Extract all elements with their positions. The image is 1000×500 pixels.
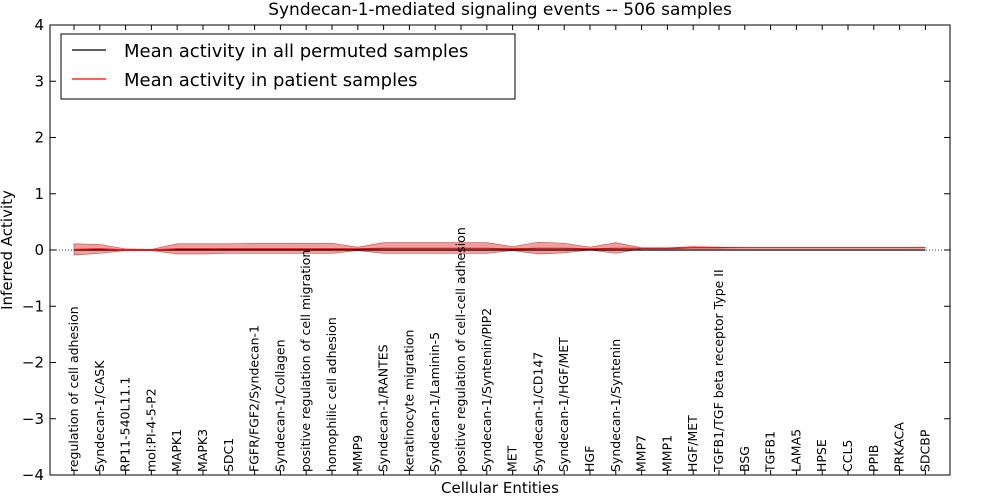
y-axis: −4 −3 −2 −1 0 1 2 3 4 (22, 16, 950, 484)
x-tick-label: MMP9 (350, 435, 365, 472)
x-tick-label: positive regulation of cell-cell adhesio… (453, 227, 468, 472)
x-tick-label: Syndecan-1/Collagen (272, 339, 287, 472)
x-tick-label: MAPK1 (169, 429, 184, 472)
x-tick-label: MMP1 (659, 435, 674, 472)
series-line-patient (73, 247, 926, 251)
x-tick-label: MAPK3 (195, 429, 210, 472)
y-tick-label: −2 (22, 354, 44, 372)
y-tick-label: 1 (34, 185, 44, 203)
y-tick-label: 4 (34, 16, 44, 34)
x-tick-label: PRKACA (892, 422, 907, 472)
x-tick-label: SDC1 (221, 438, 236, 472)
x-tick-label: PPIB (866, 445, 881, 472)
y-tick-label: −3 (22, 410, 44, 428)
x-tick-label: Syndecan-1/HGF/MET (556, 337, 571, 472)
x-tick-label: HGF (582, 446, 597, 472)
x-tick-label: homophilic cell adhesion (324, 317, 339, 472)
y-tick-label: 3 (34, 72, 44, 90)
x-tick-label: FGFR/FGF2/Syndecan-1 (247, 325, 262, 472)
x-tick-label: Syndecan-1/CD147 (530, 352, 545, 472)
chart-title: Syndecan-1-mediated signaling events -- … (268, 0, 732, 20)
x-tick-label: CCL5 (840, 440, 855, 472)
x-tick-label: MMP7 (634, 435, 649, 472)
x-tick-label: SDCBP (917, 429, 932, 472)
y-tick-label: 0 (34, 241, 44, 259)
y-tick-label: −1 (22, 297, 44, 315)
x-tick-label: MET (505, 445, 520, 472)
x-tick-label: TGFB1/TGF beta receptor Type II (711, 269, 726, 473)
x-tick-label: HGF/MET (685, 415, 700, 472)
y-axis-label: Inferred Activity (0, 190, 16, 310)
y-tick-label: 2 (34, 129, 44, 147)
x-tick-label: Syndecan-1/Laminin-5 (427, 332, 442, 472)
y-tick-label: −4 (22, 466, 44, 484)
x-tick-label: keratinocyte migration (401, 330, 416, 472)
x-axis-label: Cellular Entities (441, 479, 559, 497)
x-tick-label: Syndecan-1/Syntenin/PIP2 (479, 308, 494, 472)
x-tick-label: LAMA5 (788, 429, 803, 472)
legend-label-patient: Mean activity in patient samples (124, 70, 418, 91)
legend: Mean activity in all permuted samples Me… (60, 33, 516, 100)
x-tick-label: mol:PI-4-5-P2 (143, 388, 158, 472)
x-axis: regulation of cell adhesion Syndecan-1/CA… (66, 25, 932, 475)
x-tick-label: BSG (737, 446, 752, 472)
legend-box (60, 33, 516, 100)
x-tick-label: positive regulation of cell migration (298, 250, 313, 472)
x-tick-label: Syndecan-1/CASK (92, 360, 107, 472)
x-tick-label: HPSE (814, 439, 829, 472)
x-tick-label: RP11-540L11.1 (118, 377, 133, 472)
x-tick-label: regulation of cell adhesion (66, 306, 81, 472)
x-tick-label: TGFB1 (763, 431, 778, 473)
plot-area (50, 241, 950, 256)
x-tick-label: Syndecan-1/RANTES (376, 344, 391, 472)
legend-label-permuted: Mean activity in all permuted samples (124, 41, 468, 62)
x-tick-label: Syndecan-1/Syntenin (608, 339, 623, 472)
